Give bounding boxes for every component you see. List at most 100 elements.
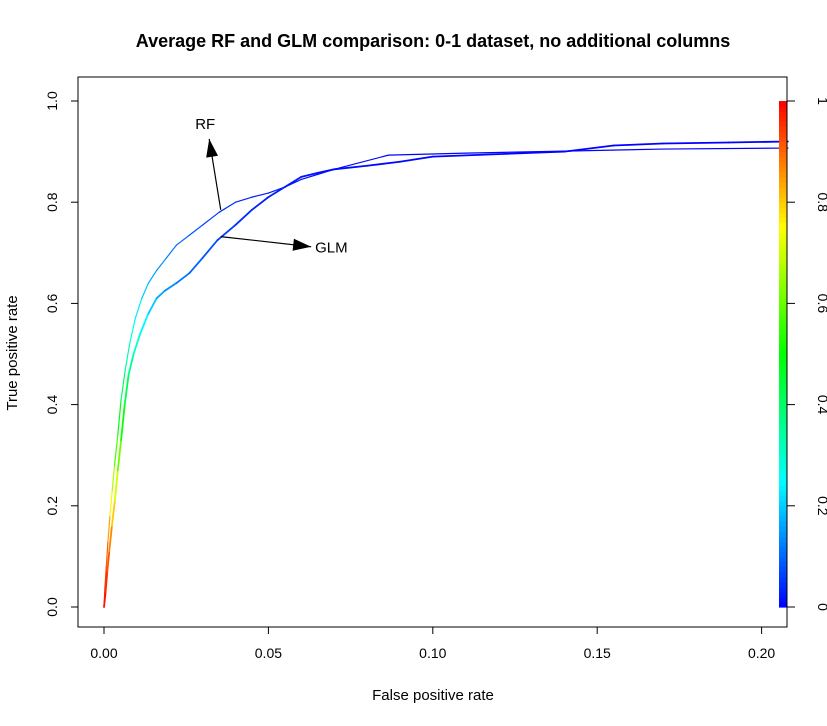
- colorbar-swatch: [779, 364, 787, 370]
- colorbar-swatch: [779, 465, 787, 471]
- colorbar-swatch: [779, 176, 787, 183]
- roc-segment: [105, 540, 109, 568]
- colorbar-swatch: [779, 394, 787, 401]
- roc-segment: [188, 224, 204, 236]
- colorbar-swatch: [779, 348, 787, 355]
- colorbar-swatch: [779, 197, 787, 203]
- roc-segment: [124, 343, 131, 370]
- colorbar-swatch: [779, 156, 787, 163]
- colorbar-swatch: [779, 161, 787, 168]
- colorbar-swatch: [779, 252, 787, 259]
- roc-segment: [300, 171, 319, 178]
- colorbar-swatch: [779, 116, 787, 122]
- colorbar-swatch: [779, 151, 787, 158]
- colorbar-swatch: [779, 262, 787, 269]
- colorbar-swatch: [779, 126, 787, 132]
- colorbar-swatch: [779, 121, 787, 127]
- roc-segment: [113, 434, 119, 466]
- series-glm-curve: [103, 140, 789, 608]
- colorbar-swatch: [779, 576, 787, 583]
- colorbar-swatch: [779, 384, 787, 391]
- colorbar-swatch: [779, 601, 787, 608]
- roc-segment: [218, 201, 237, 213]
- roc-segment: [110, 499, 116, 527]
- roc-segment: [104, 565, 107, 588]
- colorbar-swatch: [779, 343, 787, 350]
- colorbar-swatch: [779, 293, 787, 299]
- colorbar-swatch: [779, 338, 787, 345]
- colorbar-swatch: [779, 136, 787, 143]
- roc-segment: [120, 368, 126, 401]
- colorbar-swatch: [779, 434, 787, 441]
- colorbar-swatch: [779, 531, 787, 537]
- colorbar-swatch: [779, 566, 787, 573]
- annotation-label-glm: GLM: [315, 240, 348, 257]
- roc-segment: [147, 269, 158, 284]
- annotation-arrowhead: [292, 238, 312, 251]
- colorbar-swatch: [779, 389, 787, 396]
- roc-segment: [300, 173, 319, 181]
- roc-segment: [108, 525, 113, 553]
- y-tick-label: 0.4: [44, 395, 60, 415]
- y-tick-label: 0.6: [44, 293, 60, 313]
- chart-title: Average RF and GLM comparison: 0-1 datas…: [136, 31, 730, 51]
- roc-segment: [188, 256, 204, 274]
- roc-segment: [127, 353, 135, 376]
- annotation-arrowhead: [206, 138, 219, 158]
- colorbar-swatch: [779, 323, 787, 330]
- colorbar-swatch: [779, 546, 787, 552]
- colorbar-tick-label: 1: [815, 97, 827, 105]
- roc-segment: [431, 153, 500, 158]
- roc-segment: [399, 155, 434, 163]
- roc-segment: [106, 550, 111, 573]
- colorbar-swatch: [779, 106, 787, 112]
- colorbar: 0 0.2 0.4 0.6 0.8 1: [779, 97, 827, 611]
- roc-segment: [165, 244, 177, 259]
- colorbar-swatch: [779, 288, 787, 294]
- colorbar-swatch: [779, 278, 787, 284]
- roc-segment: [366, 160, 401, 167]
- roc-segment: [103, 590, 107, 608]
- roc-segment: [662, 147, 789, 150]
- roc-segment: [120, 403, 126, 441]
- colorbar-swatch: [779, 247, 787, 254]
- roc-segment: [251, 196, 270, 211]
- colorbar-swatch: [779, 404, 787, 411]
- roc-segment: [141, 282, 149, 299]
- colorbar-swatch: [779, 273, 787, 279]
- colorbar-swatch: [779, 141, 787, 148]
- roc-segment: [175, 272, 191, 285]
- colorbar-swatch: [779, 445, 787, 451]
- roc-segment: [202, 211, 220, 226]
- colorbar-swatch: [779, 510, 787, 517]
- roc-segment: [234, 208, 253, 226]
- roc-segment: [163, 282, 178, 292]
- x-tick-label: 0.00: [90, 645, 117, 661]
- colorbar-swatch: [779, 551, 787, 557]
- colorbar-swatch: [779, 460, 787, 466]
- colorbar-swatch: [779, 541, 787, 547]
- roc-segment: [132, 332, 142, 355]
- colorbar-tick-label: 0.6: [815, 294, 827, 314]
- colorbar-swatch: [779, 217, 787, 224]
- colorbar-swatch: [779, 181, 787, 188]
- roc-segment: [109, 490, 113, 517]
- colorbar-swatch: [779, 414, 787, 421]
- colorbar-swatch: [779, 581, 787, 588]
- y-tick-label: 0.2: [44, 496, 60, 516]
- colorbar-swatch: [779, 237, 787, 244]
- colorbar-swatch: [779, 257, 787, 264]
- series-rf-curve: [103, 147, 789, 608]
- colorbar-swatch: [779, 586, 787, 593]
- roc-segment: [387, 152, 467, 156]
- roc-segment: [113, 469, 119, 502]
- roc-segment: [116, 439, 122, 472]
- roc-segment: [563, 144, 615, 153]
- colorbar-swatch: [779, 111, 787, 117]
- x-tick-label: 0.10: [419, 645, 446, 661]
- colorbar-swatch: [779, 561, 787, 568]
- colorbar-swatch: [779, 212, 787, 218]
- x-tick-label: 0.20: [748, 645, 775, 661]
- colorbar-swatch: [779, 409, 787, 416]
